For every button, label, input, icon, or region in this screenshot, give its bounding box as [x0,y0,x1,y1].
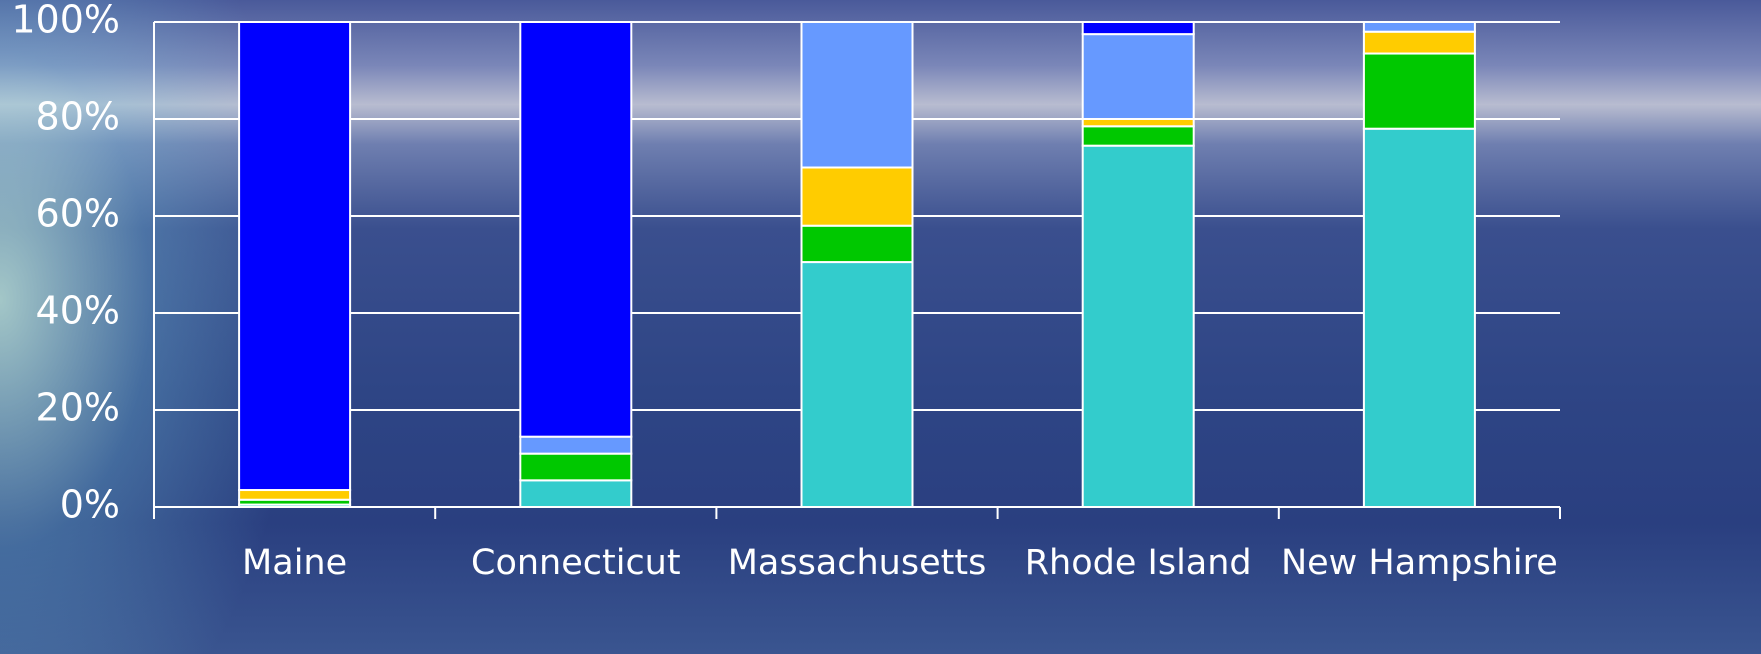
bar-segment [1362,30,1476,55]
y-tick-label: 40% [36,289,120,333]
y-tick-label: 0% [60,483,120,527]
bar-segment [800,21,914,169]
bar-segment [1362,21,1476,33]
bar-segment [238,489,352,501]
bar-segment [1081,144,1195,509]
bar-segment [800,224,914,264]
bar-segment [1362,52,1476,130]
x-tick-label: Maine [242,543,347,583]
bar-segment [800,166,914,227]
bar-segment [519,479,633,509]
y-tick-label: 20% [36,386,120,430]
bar-segment [1362,127,1476,508]
x-tick-label: Connecticut [471,543,681,583]
y-tick-label: 60% [36,192,120,236]
x-tick-label: Rhode Island [1025,543,1252,583]
x-tick-label: New Hampshire [1281,543,1558,583]
bar-segment [519,452,633,482]
bar-segment [1081,33,1195,120]
bar-segment [1081,118,1195,128]
bar-segment [1081,21,1195,36]
y-tick-label: 80% [36,95,120,139]
y-tick-label: 100% [11,0,120,42]
bar-segment [238,21,352,492]
bar-segment [1081,125,1195,147]
bar-segment [800,261,914,509]
x-tick-label: Massachusetts [728,543,987,583]
bar-segment [519,21,633,438]
bar-segment [519,435,633,455]
